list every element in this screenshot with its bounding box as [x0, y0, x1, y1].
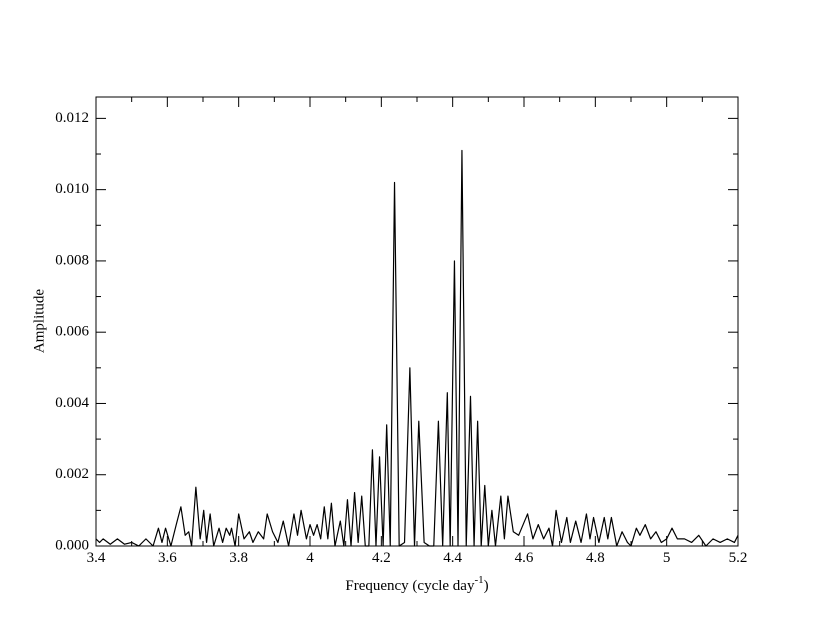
y-tick-label: 0.010 — [55, 181, 89, 197]
x-axis-title-suffix: ) — [484, 578, 489, 594]
x-axis-title: Frequency (cycle day-1) — [345, 574, 488, 594]
x-tick-label: 5 — [663, 550, 671, 566]
y-tick-label: 0.004 — [55, 395, 89, 411]
x-tick-label: 3.8 — [229, 550, 248, 566]
y-axis-title: Amplitude — [31, 289, 47, 354]
x-tick-label: 4.4 — [443, 550, 462, 566]
y-tick-label: 0.008 — [55, 252, 89, 268]
x-tick-label: 4 — [306, 550, 314, 566]
x-tick-label: 3.4 — [87, 550, 106, 566]
x-axis-title-text: Frequency (cycle day — [345, 578, 475, 594]
x-axis-title-superscript: -1 — [474, 574, 483, 586]
y-tick-label: 0.006 — [55, 324, 89, 340]
x-tick-label: 4.8 — [586, 550, 605, 566]
spectrum-line — [95, 149, 739, 547]
x-tick-label: 5.2 — [729, 550, 748, 566]
y-tick-label: 0.000 — [55, 537, 89, 553]
x-tick-label: 4.6 — [515, 550, 534, 566]
x-tick-label: 3.6 — [158, 550, 177, 566]
x-tick-label: 4.2 — [372, 550, 391, 566]
y-tick-label: 0.002 — [55, 466, 89, 482]
y-tick-label: 0.012 — [55, 110, 89, 126]
